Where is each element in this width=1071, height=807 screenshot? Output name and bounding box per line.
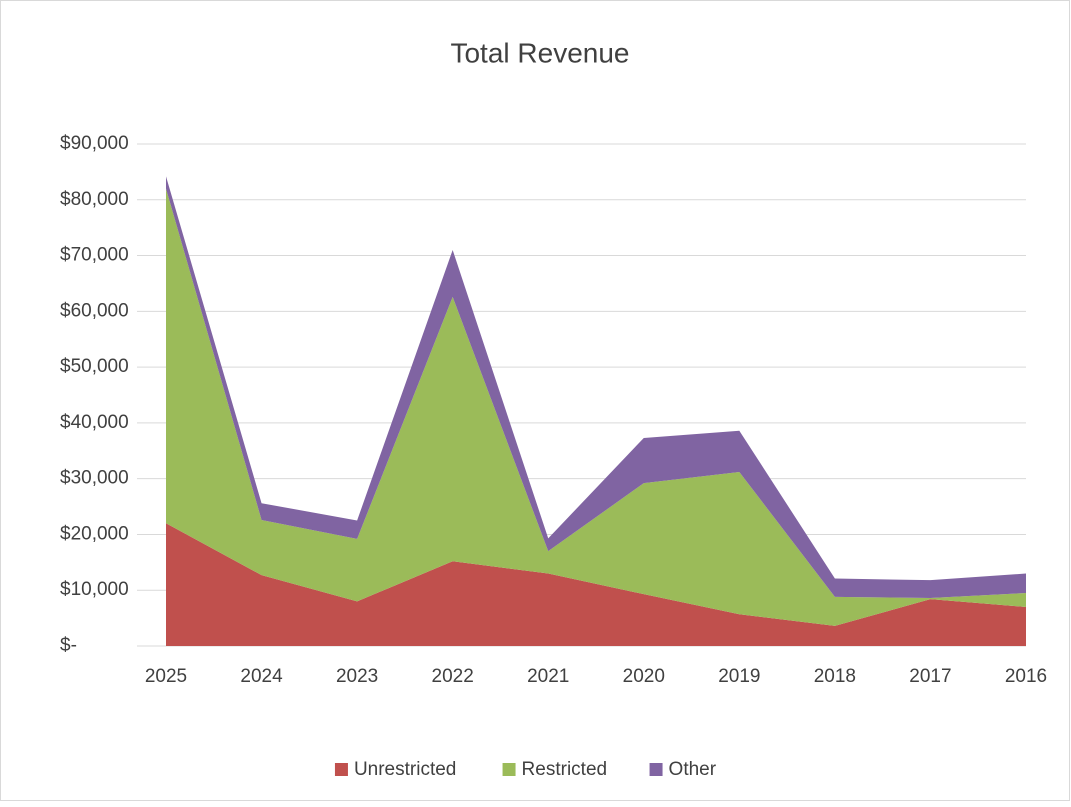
legend-swatch [649,763,663,776]
y-tick-label: $90,000 [60,133,129,154]
x-tick-label: 2016 [1005,666,1047,687]
y-tick-label: $30,000 [60,468,129,489]
y-tick-label: $50,000 [60,356,129,377]
x-tick-label: 2024 [240,666,283,687]
x-tick-label: 2022 [432,666,474,687]
y-tick-label: $70,000 [60,245,129,266]
x-tick-label: 2017 [909,666,951,687]
x-tick-label: 2021 [527,666,569,687]
x-tick-label: 2020 [623,666,665,687]
y-tick-label: $60,000 [60,300,129,321]
x-tick-label: 2023 [336,666,378,687]
legend-swatch [502,763,516,776]
legend-label: Unrestricted [354,759,456,780]
area [166,176,1026,599]
legend-swatch [334,763,348,776]
y-tick-label: $40,000 [60,412,129,433]
x-tick-label: 2019 [718,666,760,687]
y-tick-label: $20,000 [60,523,129,544]
y-tick-label: $10,000 [60,579,129,600]
x-tick-label: 2018 [814,666,856,687]
y-tick-label: $80,000 [60,189,129,210]
chart-title: Total Revenue [450,37,629,68]
area [166,188,1026,626]
x-tick-label: 2025 [145,666,187,687]
area [166,523,1026,646]
legend-label: Other [669,759,717,780]
legend-label: Restricted [522,759,608,780]
y-tick-label: $- [60,635,77,656]
